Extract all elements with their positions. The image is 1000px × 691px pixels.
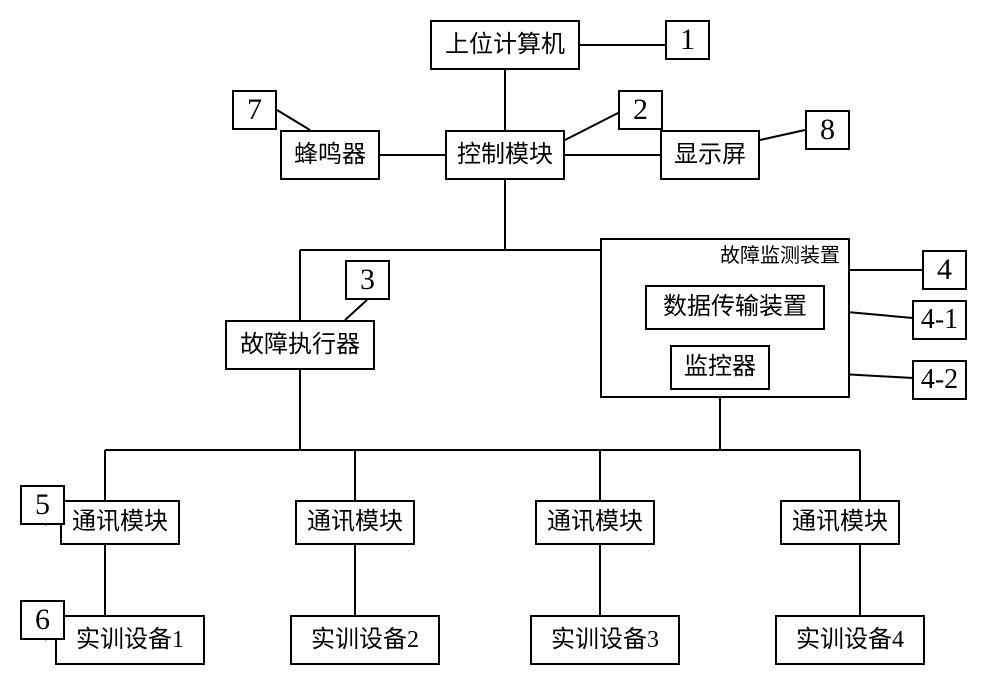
callout-4-1-text: 4-1: [921, 304, 958, 336]
callout-6-text: 6: [35, 603, 50, 637]
callout-4-2-text: 4-2: [921, 364, 958, 396]
callout-1-text: 1: [680, 23, 695, 57]
node-comm-4-label: 通讯模块: [792, 508, 888, 537]
node-display: 显示屏: [660, 130, 760, 180]
callout-6: 6: [20, 600, 65, 640]
diagram-canvas: 故障监测装置 上位计算机 控制模块 蜂鸣器 显示屏 故障执行器 数据传输装置 监…: [0, 0, 1000, 691]
callout-4-2: 4-2: [912, 360, 967, 400]
node-control-module: 控制模块: [445, 130, 565, 180]
node-fault-monitor-group-title: 故障监测装置: [720, 244, 840, 268]
node-control-module-label: 控制模块: [457, 141, 553, 170]
node-device-3-label: 实训设备3: [551, 626, 659, 655]
node-host-computer: 上位计算机: [430, 20, 580, 70]
callout-8: 8: [805, 110, 850, 150]
node-buzzer-label: 蜂鸣器: [294, 141, 366, 170]
node-data-transmission: 数据传输装置: [645, 285, 825, 330]
node-monitor: 监控器: [670, 345, 770, 390]
node-fault-executor: 故障执行器: [225, 320, 375, 370]
node-comm-2-label: 通讯模块: [307, 508, 403, 537]
connector-lines: [0, 0, 1000, 691]
node-device-4-label: 实训设备4: [796, 626, 904, 655]
callout-8-text: 8: [820, 113, 835, 147]
node-comm-1: 通讯模块: [60, 500, 180, 545]
callout-5: 5: [20, 485, 65, 525]
node-comm-3-label: 通讯模块: [547, 508, 643, 537]
node-display-label: 显示屏: [674, 141, 746, 170]
node-buzzer: 蜂鸣器: [280, 130, 380, 180]
callout-5-text: 5: [35, 488, 50, 522]
callout-3-text: 3: [360, 263, 375, 297]
callout-3: 3: [345, 260, 390, 300]
node-device-1-label: 实训设备1: [76, 626, 184, 655]
node-comm-4: 通讯模块: [780, 500, 900, 545]
node-device-3: 实训设备3: [530, 615, 680, 665]
callout-4-text: 4: [937, 253, 952, 287]
node-comm-3: 通讯模块: [535, 500, 655, 545]
node-device-2-label: 实训设备2: [311, 626, 419, 655]
node-device-1: 实训设备1: [55, 615, 205, 665]
callout-4: 4: [922, 250, 967, 290]
node-comm-2: 通讯模块: [295, 500, 415, 545]
callout-7: 7: [232, 90, 277, 130]
node-comm-1-label: 通讯模块: [72, 508, 168, 537]
callout-2: 2: [618, 90, 663, 130]
node-monitor-label: 监控器: [684, 353, 756, 382]
callout-1: 1: [665, 20, 710, 60]
callout-7-text: 7: [247, 93, 262, 127]
node-device-4: 实训设备4: [775, 615, 925, 665]
node-fault-executor-label: 故障执行器: [240, 331, 360, 360]
node-data-transmission-label: 数据传输装置: [663, 293, 807, 322]
node-host-computer-label: 上位计算机: [445, 31, 565, 60]
node-device-2: 实训设备2: [290, 615, 440, 665]
callout-2-text: 2: [633, 93, 648, 127]
callout-4-1: 4-1: [912, 300, 967, 340]
